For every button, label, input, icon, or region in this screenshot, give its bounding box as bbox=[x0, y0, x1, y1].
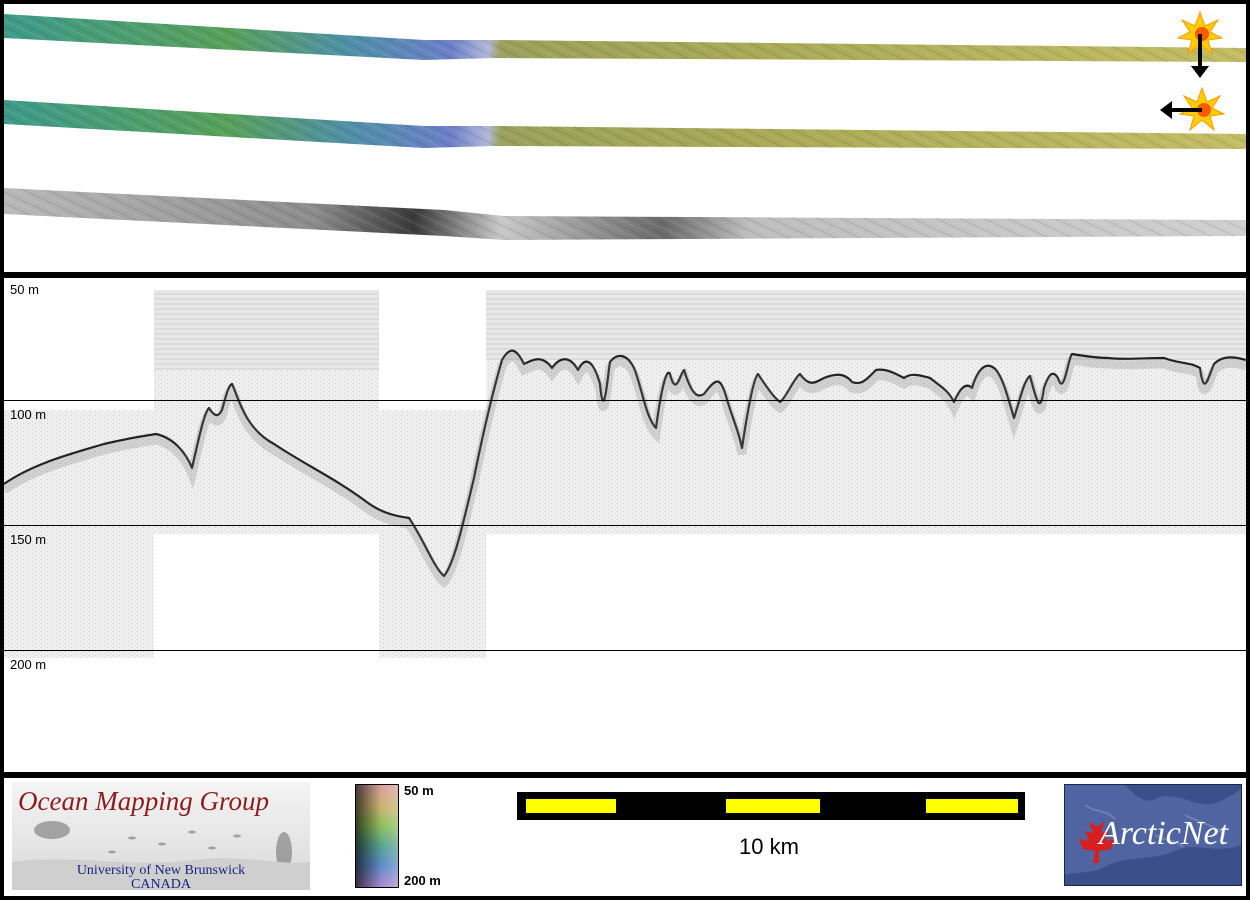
university-name: University of New Brunswick bbox=[76, 863, 246, 878]
swath-strip-sunilluminated-east bbox=[4, 100, 1246, 149]
sonar-image-decoration bbox=[12, 821, 310, 890]
depth-label-200m: 200 m bbox=[10, 657, 47, 672]
swath-strips-svg bbox=[4, 10, 1246, 240]
scale-segment-3 bbox=[726, 799, 820, 813]
swath-strip-backscatter bbox=[4, 188, 1246, 240]
arcticnet-logo: ArcticNet bbox=[1064, 784, 1242, 886]
echogram-svg bbox=[4, 290, 1246, 658]
country-name: CANADA bbox=[131, 877, 191, 891]
sun-illumination-north-icon bbox=[1176, 10, 1224, 78]
scale-bar-label: 10 km bbox=[739, 834, 799, 859]
ocean-mapping-group-subtitle: University of New Brunswick CANADA bbox=[12, 863, 310, 891]
colorbar-bottom-label: 200 m bbox=[404, 873, 441, 888]
swath-imagery-panel bbox=[4, 4, 1246, 272]
depth-gridlines bbox=[4, 400, 1246, 651]
echogram-data bbox=[4, 290, 1246, 658]
maple-leaf-icon bbox=[1079, 821, 1115, 863]
colorbar-top-label: 50 m bbox=[404, 783, 434, 798]
scale-segment-5 bbox=[926, 799, 1018, 813]
seabed-profile bbox=[4, 349, 1246, 578]
depth-label-100m: 100 m bbox=[10, 407, 47, 422]
sun-illumination-east-icon bbox=[1160, 86, 1226, 132]
scale-segment-1 bbox=[526, 799, 616, 813]
depth-label-150m: 150 m bbox=[10, 532, 47, 547]
ocean-mapping-group-title: Ocean Mapping Group bbox=[18, 786, 269, 816]
depth-label-50m: 50 m bbox=[10, 282, 39, 297]
ocean-mapping-group-logo: Ocean Mapping Group University of New Br… bbox=[12, 782, 310, 890]
legend-panel: Ocean Mapping Group University of New Br… bbox=[4, 778, 1246, 896]
arctic-map-decoration bbox=[1065, 785, 1241, 875]
scale-bar bbox=[517, 792, 1025, 820]
echogram-panel: 50 m 100 m 150 m 200 m bbox=[4, 278, 1246, 772]
depth-colorbar bbox=[355, 784, 399, 888]
arcticnet-wordmark: ArcticNet bbox=[1099, 815, 1229, 852]
swath-strip-sunilluminated-north bbox=[4, 14, 1246, 62]
